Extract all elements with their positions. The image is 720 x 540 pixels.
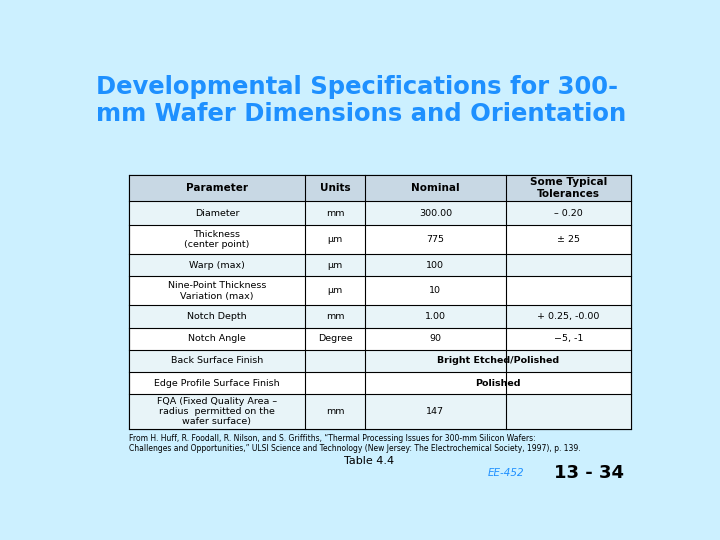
Text: Parameter: Parameter (186, 183, 248, 193)
Text: Table 4.4: Table 4.4 (344, 456, 394, 465)
Text: 775: 775 (426, 235, 444, 244)
Text: Warp (max): Warp (max) (189, 261, 245, 270)
Text: Thickness
(center point): Thickness (center point) (184, 230, 250, 249)
Text: FQA (Fixed Quality Area –
radius  permitted on the
wafer surface): FQA (Fixed Quality Area – radius permitt… (157, 397, 277, 427)
Bar (129, 254, 631, 276)
Bar (129, 305, 631, 328)
Text: 100: 100 (426, 261, 444, 270)
Text: 1.00: 1.00 (425, 312, 446, 321)
Text: Units: Units (320, 183, 350, 193)
Text: EE-452: EE-452 (487, 468, 524, 478)
Text: μm: μm (328, 286, 343, 295)
Text: + 0.25, -0.00: + 0.25, -0.00 (537, 312, 600, 321)
Text: Nominal: Nominal (411, 183, 459, 193)
Text: −5, -1: −5, -1 (554, 334, 583, 343)
Text: mm: mm (325, 312, 344, 321)
Text: 300.00: 300.00 (419, 208, 452, 218)
Text: Notch Angle: Notch Angle (188, 334, 246, 343)
Text: Back Surface Finish: Back Surface Finish (171, 356, 263, 366)
Text: Edge Profile Surface Finish: Edge Profile Surface Finish (154, 379, 280, 388)
Text: Degree: Degree (318, 334, 352, 343)
Text: Diameter: Diameter (194, 208, 239, 218)
Text: Notch Depth: Notch Depth (187, 312, 247, 321)
Text: Polished: Polished (475, 379, 521, 388)
Bar (129, 350, 631, 372)
Text: Some Typical
Tolerances: Some Typical Tolerances (530, 177, 607, 199)
Text: μm: μm (328, 261, 343, 270)
Bar (129, 175, 631, 201)
Text: μm: μm (328, 235, 343, 244)
Text: mm: mm (325, 208, 344, 218)
Text: – 0.20: – 0.20 (554, 208, 583, 218)
Text: 13 - 34: 13 - 34 (554, 464, 624, 482)
Text: 90: 90 (429, 334, 441, 343)
Bar (129, 201, 631, 225)
Text: Nine-Point Thickness
Variation (max): Nine-Point Thickness Variation (max) (168, 281, 266, 301)
Text: Developmental Specifications for 300-
mm Wafer Dimensions and Orientation: Developmental Specifications for 300- mm… (96, 75, 626, 126)
Text: From H. Huff, R. Foodall, R. Nilson, and S. Griffiths, “Thermal Processing Issue: From H. Huff, R. Foodall, R. Nilson, and… (129, 434, 581, 453)
Text: Bright Etched/Polished: Bright Etched/Polished (437, 356, 559, 366)
Text: 147: 147 (426, 407, 444, 416)
Bar (129, 394, 631, 429)
Text: mm: mm (325, 407, 344, 416)
Text: 10: 10 (429, 286, 441, 295)
Text: ± 25: ± 25 (557, 235, 580, 244)
